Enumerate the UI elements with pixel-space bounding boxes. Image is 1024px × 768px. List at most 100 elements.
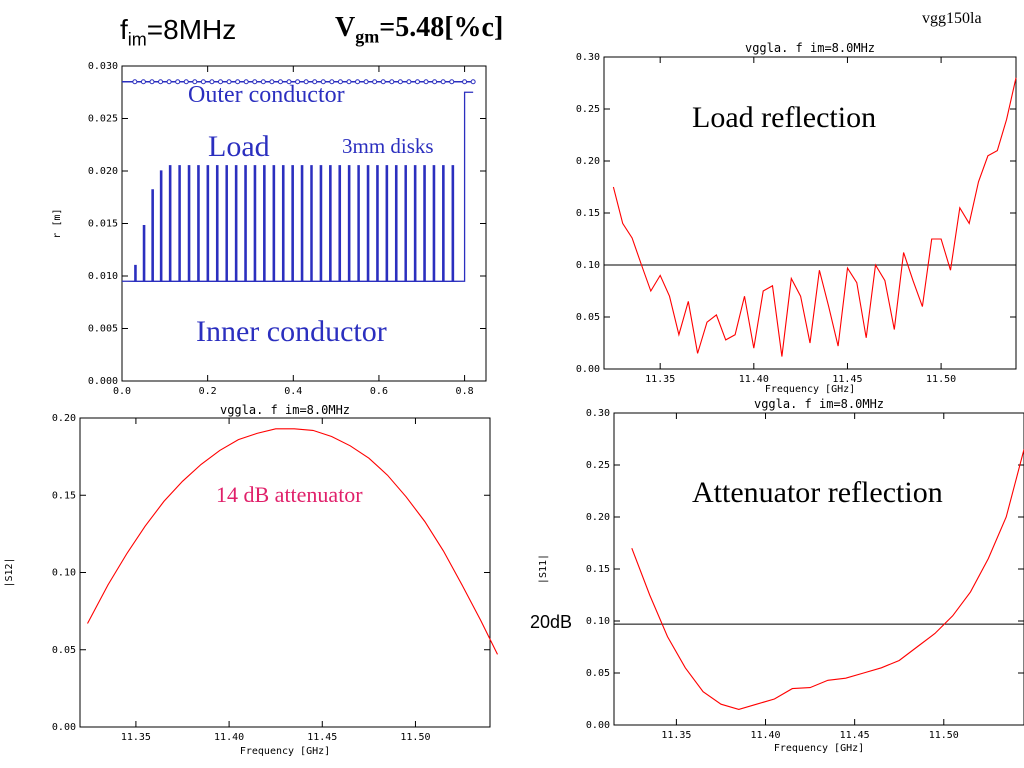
y-tick-label: 0.25: [576, 104, 600, 115]
annotation-disks: 3mm disks: [342, 134, 434, 158]
x-tick-label: 11.45: [832, 374, 862, 385]
outer-marker: [149, 79, 155, 85]
y-tick-label: 0.05: [576, 312, 600, 323]
outer-marker: [192, 79, 198, 85]
outer-marker: [440, 79, 446, 85]
x-tick-label: 0.4: [284, 386, 302, 397]
outer-marker: [470, 79, 476, 85]
outer-marker: [389, 79, 395, 85]
y-tick-label: 0.010: [88, 271, 118, 282]
corner-label: vgg150la: [922, 10, 982, 27]
outer-marker: [183, 79, 189, 85]
x-tick-label: 11.40: [750, 730, 780, 741]
outer-marker: [132, 79, 138, 85]
annotation-load: Load: [208, 130, 270, 163]
outer-marker: [355, 79, 361, 85]
annotation-attenuator-reflection: Attenuator reflection: [692, 476, 943, 509]
outer-marker: [252, 79, 258, 85]
series-line: [612, 77, 1017, 357]
outer-marker: [462, 79, 468, 85]
y-tick-label: 0.15: [52, 490, 76, 501]
series-line: [631, 449, 1024, 710]
y-axis-title: |S12|: [4, 557, 15, 587]
y-tick-label: 0.20: [52, 413, 76, 424]
outer-marker: [423, 79, 429, 85]
outer-marker: [260, 79, 266, 85]
outer-marker: [158, 79, 164, 85]
outer-marker: [312, 79, 318, 85]
outer-marker: [372, 79, 378, 85]
x-tick-label: 0.6: [370, 386, 388, 397]
y-tick-label: 0.025: [88, 114, 118, 125]
outer-marker: [140, 79, 146, 85]
outer-marker: [397, 79, 403, 85]
y-tick-label: 0.10: [586, 616, 610, 627]
x-axis-title: Frequency [GHz]: [765, 384, 855, 395]
y-tick-label: 0.30: [576, 52, 600, 63]
x-tick-label: 11.35: [661, 730, 691, 741]
outer-marker: [209, 79, 215, 85]
x-tick-label: 11.50: [929, 730, 959, 741]
y-tick-label: 0.015: [88, 219, 118, 230]
outer-marker: [432, 79, 438, 85]
outer-marker: [380, 79, 386, 85]
outer-marker: [329, 79, 335, 85]
y-tick-label: 0.25: [586, 460, 610, 471]
x-tick-label: 0.2: [199, 386, 217, 397]
x-tick-label: 11.45: [840, 730, 870, 741]
x-tick-label: 11.35: [645, 374, 675, 385]
x-axis-title: Frequency [GHz]: [774, 743, 864, 754]
series-line: [87, 428, 498, 655]
x-tick-label: 11.50: [926, 374, 956, 385]
plot-title: vggla. f im=8.0MHz: [754, 397, 884, 411]
annotation-outer-conductor: Outer conductor: [188, 82, 345, 108]
outer-marker: [235, 79, 241, 85]
plot-title: vggla. f im=8.0MHz: [220, 403, 350, 417]
vgm-label: Vgm=5.48[%c]: [335, 12, 504, 47]
outer-marker: [295, 79, 301, 85]
annotation-load-reflection: Load reflection: [692, 101, 876, 134]
y-tick-label: 0.15: [586, 564, 610, 575]
x-tick-label: 11.45: [307, 732, 337, 743]
x-tick-label: 11.40: [739, 374, 769, 385]
outer-marker: [277, 79, 283, 85]
y-tick-label: 0.030: [88, 61, 118, 72]
outer-marker: [226, 79, 232, 85]
x-tick-label: 11.35: [121, 732, 151, 743]
y-axis-title: r [m]: [52, 208, 63, 238]
y-tick-label: 0.10: [576, 260, 600, 271]
x-tick-label: 11.50: [400, 732, 430, 743]
outer-marker: [363, 79, 369, 85]
x-axis-title: Frequency [GHz]: [240, 746, 330, 757]
y-tick-label: 0.20: [586, 512, 610, 523]
inner-conductor-disks: [121, 91, 474, 282]
outer-marker: [175, 79, 181, 85]
annotation-inner-conductor: Inner conductor: [196, 315, 387, 348]
db-label: 20dB: [530, 612, 573, 632]
outer-marker: [320, 79, 326, 85]
x-tick-label: 11.40: [214, 732, 244, 743]
outer-marker: [414, 79, 420, 85]
y-tick-label: 0.000: [88, 376, 118, 387]
outer-marker: [269, 79, 275, 85]
x-tick-label: 0.0: [113, 386, 131, 397]
outer-marker: [243, 79, 249, 85]
y-tick-label: 0.05: [52, 645, 76, 656]
plot-frame: [613, 412, 1024, 726]
y-tick-label: 0.05: [586, 668, 610, 679]
outer-marker: [406, 79, 412, 85]
y-tick-label: 0.00: [52, 722, 76, 733]
outer-marker: [449, 79, 455, 85]
fim-label: fim=8MHz: [120, 14, 237, 50]
outer-marker: [200, 79, 206, 85]
y-tick-label: 0.00: [586, 720, 610, 731]
x-tick-label: 0.8: [456, 386, 474, 397]
outer-marker: [217, 79, 223, 85]
outer-marker: [337, 79, 343, 85]
outer-marker: [303, 79, 309, 85]
y-tick-label: 0.005: [88, 324, 118, 335]
y-tick-label: 0.15: [576, 208, 600, 219]
